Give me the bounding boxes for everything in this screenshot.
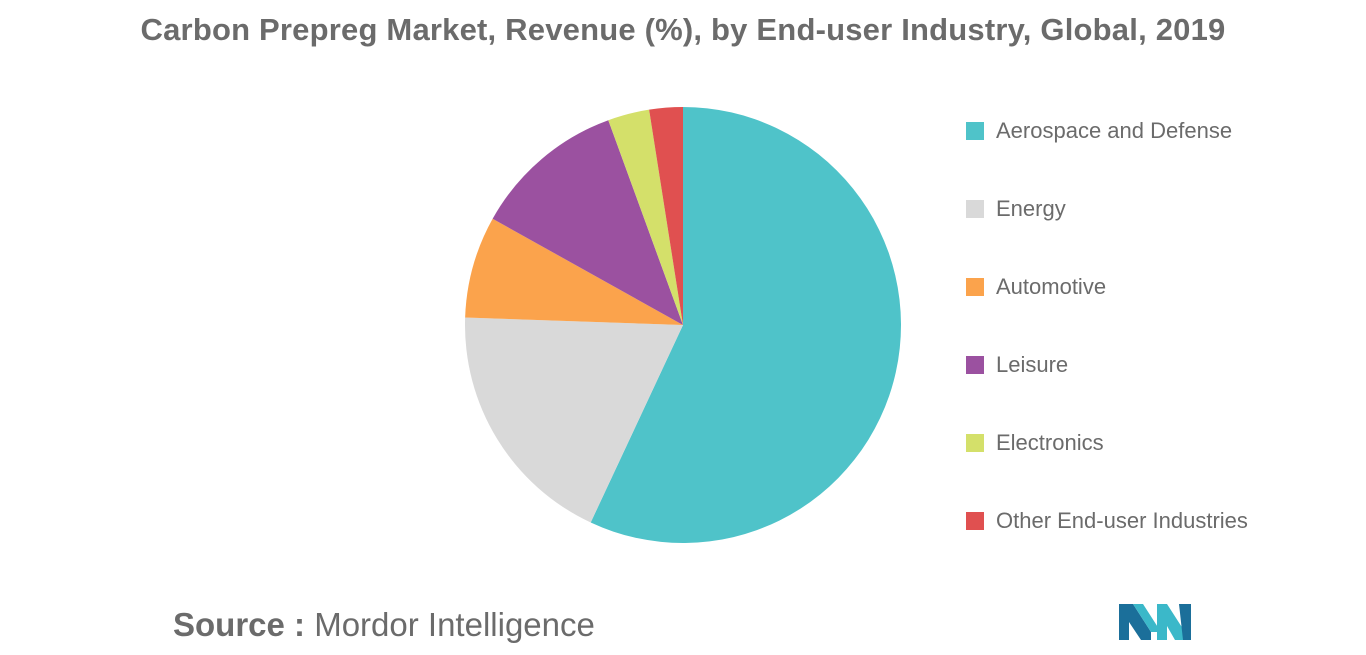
legend-swatch [966,278,984,296]
chart-title: Carbon Prepreg Market, Revenue (%), by E… [140,12,1226,47]
pie-slice-aerospace-and-defense [590,107,901,543]
legend-label: Automotive [996,274,1107,299]
legend-swatch [966,512,984,530]
pie-slice-automotive [465,218,683,325]
source-label: Source : [173,606,306,643]
legend-swatch [966,434,984,452]
legend-item: Automotive [966,270,1106,304]
legend-item: Aerospace and Defense [966,114,1232,148]
pie-slice-leisure [492,120,683,326]
mordor-intelligence-logo-icon [1119,604,1191,640]
pie-slice-energy [465,317,683,523]
pie-slice-electronics [608,109,683,325]
legend-item: Electronics [966,426,1104,460]
legend-label: Other End-user Industries [996,508,1248,533]
legend-item: Energy [966,192,1066,226]
legend-item: Leisure [966,348,1068,382]
legend-swatch [966,122,984,140]
legend-swatch [966,200,984,218]
legend-swatch [966,356,984,374]
legend-label: Aerospace and Defense [996,118,1233,143]
legend-item: Other End-user Industries [966,504,1248,538]
legend-label: Electronics [996,430,1104,455]
pie-slices [465,107,901,543]
legend-label: Energy [996,196,1066,221]
pie-slice-other-end-user-industries [649,107,683,325]
source-value: Mordor Intelligence [314,606,595,643]
source-line: Source : Mordor Intelligence [173,606,595,644]
legend-label: Leisure [996,352,1069,377]
